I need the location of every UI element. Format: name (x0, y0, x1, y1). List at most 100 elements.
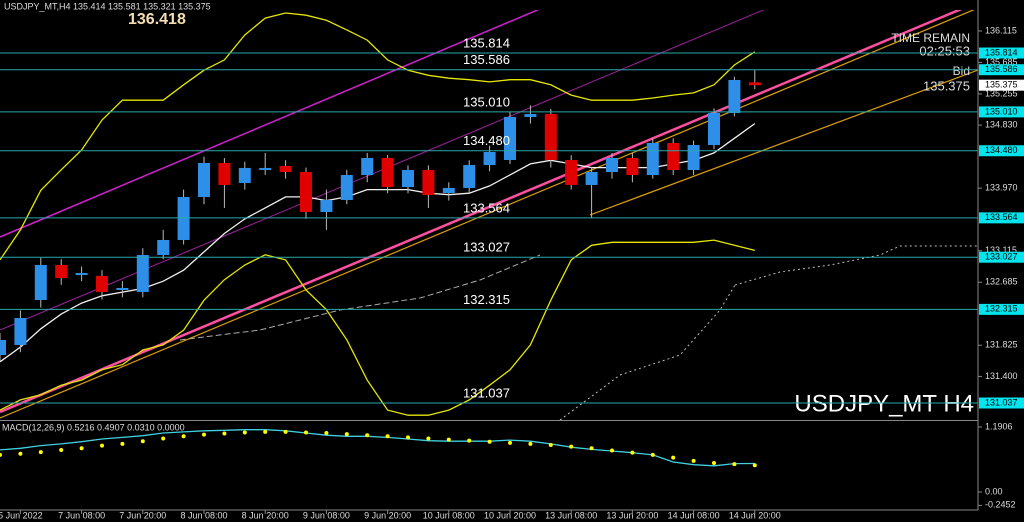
candle-body (483, 151, 496, 166)
candle-body (687, 145, 700, 171)
level-tag-label: 131.037 (985, 397, 1018, 407)
signal-dot (365, 433, 370, 438)
level-label: 135.814 (463, 35, 510, 50)
signal-dot (344, 432, 349, 437)
candle-body (75, 273, 88, 276)
signal-dot (263, 429, 268, 434)
level-label: 132.315 (463, 292, 510, 307)
level-tag-label: 135.586 (985, 64, 1018, 74)
bid-label: Bid (953, 64, 970, 78)
candle-body (504, 116, 516, 160)
y-tick-label: 134.830 (985, 119, 1018, 129)
x-tick-label: 13 Jun 08:00 (545, 510, 597, 520)
signal-dot (589, 446, 594, 451)
indicator-line (0, 12, 756, 261)
level-tag-label: 135.814 (985, 47, 1018, 57)
signal-dot (712, 461, 716, 466)
signal-dot (732, 462, 737, 467)
x-tick-label: 5 Jun 2022 (0, 510, 43, 520)
signal-dot (630, 450, 635, 455)
signal-dot (385, 434, 390, 439)
macd-title: MACD(12,26,9) 0.5216 0.4907 0.0310 0.000… (2, 422, 185, 432)
candle-body (565, 159, 578, 185)
plot-layer (0, 429, 757, 468)
x-tick-label: 10 Jun 20:00 (484, 510, 536, 520)
x-tick-label: 10 Jun 08:00 (423, 510, 475, 520)
x-tick-label: 14 Jun 20:00 (729, 510, 781, 520)
y-tick-label: 133.970 (985, 182, 1018, 192)
signal-dot (242, 430, 247, 435)
level-tag-label: 132.315 (985, 304, 1018, 314)
signal-dot (161, 436, 166, 441)
channel-line (589, 69, 978, 216)
candle-body (442, 187, 455, 194)
symbol-line: USDJPY_MT,H4 135.414 135.581 135.321 135… (4, 1, 211, 11)
candle-body (218, 162, 231, 185)
signal-dot (140, 439, 145, 444)
candle-body (361, 157, 374, 175)
candle-body (116, 287, 129, 291)
time-remain-label: TIME REMAIN (891, 31, 970, 45)
x-tick-label: 8 Jun 08:00 (180, 510, 227, 520)
signal-dot (100, 443, 104, 448)
candle-body (646, 142, 659, 175)
level-tag-label: 133.027 (985, 252, 1018, 262)
y-tick-label: 135.255 (985, 88, 1018, 98)
y-tick-label: 131.825 (985, 340, 1018, 350)
level-tag-label: 135.010 (985, 106, 1018, 116)
signal-dot (120, 441, 125, 446)
signal-dot (548, 443, 553, 448)
plot-layer (0, 12, 761, 416)
signal-dot (222, 431, 227, 436)
level-label: 135.010 (463, 94, 510, 109)
x-tick-label: 9 Jun 20:00 (364, 510, 411, 520)
channel-line (0, 10, 975, 419)
candle-body (259, 167, 272, 171)
signal-dot (304, 430, 308, 435)
bid-tag-label: 135.375 (985, 80, 1018, 90)
signal-dot (650, 452, 655, 457)
signal-dot (508, 440, 512, 445)
x-tick-label: 13 Jun 20:00 (606, 510, 658, 520)
drawings (0, 10, 978, 420)
cloud-edge (179, 254, 541, 341)
level-tag (979, 47, 1024, 59)
y-tick-label: 0.00 (985, 486, 1003, 496)
signal-dot (18, 451, 23, 456)
candle-body (422, 170, 435, 195)
candle-body (544, 114, 557, 160)
candle-body (55, 264, 68, 279)
candle-body (14, 318, 27, 345)
candle-body (626, 157, 639, 175)
signal-dot (691, 458, 696, 463)
candle-body (320, 199, 333, 212)
x-tick-label: 9 Jun 08:00 (303, 510, 350, 520)
x-tick-label: 14 Jun 08:00 (668, 510, 720, 520)
candle-body (667, 142, 680, 171)
y-tick-label: 1.1906 (985, 421, 1013, 431)
candle-body (96, 275, 108, 293)
candle-body (463, 165, 476, 188)
candle-body (585, 171, 598, 185)
level-label: 133.564 (463, 200, 510, 215)
y-tick-label: 132.685 (985, 277, 1018, 287)
candle-body (198, 162, 210, 197)
level-tag (979, 64, 1024, 76)
candle-body (238, 167, 251, 183)
channel-line (0, 10, 765, 331)
level-tag (979, 212, 1024, 224)
candle-body (0, 339, 6, 356)
signal-dot (59, 447, 64, 452)
x-tick-label: 8 Jun 20:00 (242, 510, 289, 520)
y-tick-label: 133.115 (985, 245, 1017, 255)
signal-dot (467, 438, 472, 443)
x-tick-label: 7 Jun 08:00 (58, 510, 105, 520)
level-tag-label: 133.564 (985, 212, 1018, 222)
signal-dot (487, 439, 492, 444)
y-tick-label: 135.685 (985, 57, 1018, 67)
candle-body (402, 170, 414, 188)
trend-line (0, 10, 963, 414)
signal-dot (426, 436, 431, 441)
signal-dot (528, 441, 533, 446)
candle-body (136, 255, 149, 293)
